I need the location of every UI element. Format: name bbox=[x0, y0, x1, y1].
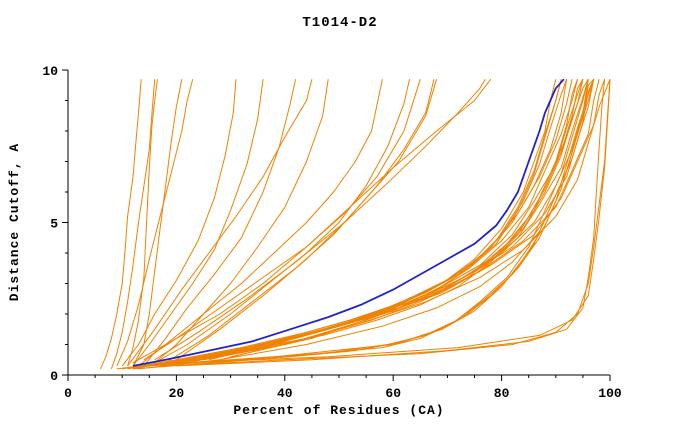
model-curve bbox=[116, 79, 194, 367]
model-curve bbox=[122, 79, 557, 370]
x-tick-label: 20 bbox=[169, 386, 185, 401]
model-curve bbox=[132, 79, 264, 367]
x-tick-label: 100 bbox=[598, 386, 622, 401]
model-curve bbox=[121, 79, 237, 367]
x-tick-label: 80 bbox=[494, 386, 510, 401]
model-curve bbox=[100, 79, 142, 370]
model-curve bbox=[181, 79, 589, 364]
model-curve bbox=[127, 79, 578, 370]
model-curve bbox=[154, 78, 486, 361]
x-tick-label: 0 bbox=[64, 386, 72, 401]
highlighted-model-curve bbox=[132, 78, 565, 367]
y-tick-label: 5 bbox=[50, 217, 58, 232]
x-tick-label: 60 bbox=[385, 386, 401, 401]
model-curve bbox=[176, 79, 435, 361]
model-curve bbox=[165, 79, 438, 364]
model-curve bbox=[116, 79, 562, 370]
model-curve bbox=[143, 79, 297, 367]
model-curve bbox=[154, 79, 329, 364]
model-curve bbox=[143, 79, 595, 367]
model-curve bbox=[149, 79, 410, 367]
y-tick-label: 0 bbox=[50, 369, 58, 384]
model-curve bbox=[176, 79, 584, 364]
chart-title: T1014-D2 bbox=[302, 15, 377, 31]
model-curve bbox=[187, 79, 611, 364]
model-curve bbox=[138, 78, 595, 370]
y-tick-label: 10 bbox=[42, 64, 58, 79]
model-curve bbox=[149, 79, 568, 367]
model-curve bbox=[138, 79, 383, 367]
model-curve bbox=[176, 79, 606, 367]
curves-layer bbox=[100, 78, 611, 370]
axes-layer: 0 20 40 60 80 100 0 5 10 bbox=[42, 64, 622, 401]
model-curve bbox=[127, 79, 158, 367]
model-curve bbox=[219, 79, 600, 361]
model-curve bbox=[127, 79, 313, 367]
model-curve bbox=[110, 79, 156, 370]
x-tick-label: 40 bbox=[277, 386, 293, 401]
model-curve bbox=[132, 79, 183, 367]
model-curve bbox=[160, 78, 584, 367]
y-axis-label: Distance Cutoff, A bbox=[7, 143, 22, 301]
model-curve bbox=[143, 78, 492, 361]
x-axis-label: Percent of Residues (CA) bbox=[233, 403, 444, 418]
